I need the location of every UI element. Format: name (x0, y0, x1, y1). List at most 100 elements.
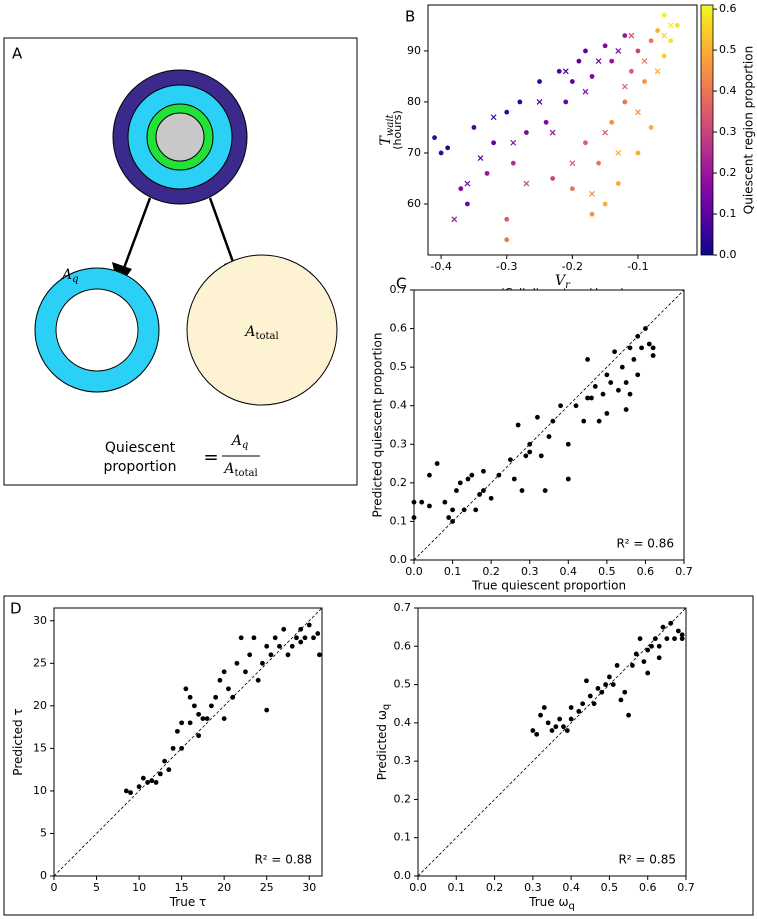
point (562, 68, 569, 75)
point (619, 364, 625, 370)
point (661, 12, 667, 18)
axis-label: Twait (378, 113, 396, 145)
point (587, 693, 593, 699)
point (631, 357, 637, 362)
point (179, 745, 185, 751)
point (535, 414, 540, 420)
point (481, 488, 486, 493)
label-base: V (555, 273, 567, 289)
y-tick-label: 0.0 (390, 553, 408, 566)
point (649, 643, 654, 649)
axis-label: True quiescent proportion (471, 579, 626, 593)
point (238, 635, 244, 641)
point (648, 38, 654, 44)
x-tick-label: 0.3 (524, 881, 542, 894)
point (623, 407, 629, 412)
point (549, 129, 556, 136)
point (454, 488, 459, 493)
r2-annotation: R² = 0.86 (616, 537, 674, 551)
math-sub: q (72, 274, 78, 285)
point (621, 83, 628, 90)
point (461, 507, 467, 513)
point (510, 139, 517, 146)
point (471, 125, 477, 130)
point (504, 216, 510, 222)
axes-frame (427, 4, 698, 256)
panel-label: A (12, 45, 23, 63)
arrow (208, 197, 235, 263)
math-base: A (230, 433, 242, 449)
point (608, 380, 614, 385)
x-tick-label: 25 (260, 881, 274, 894)
point (642, 79, 647, 84)
x-tick-label: -0.2 (562, 260, 583, 273)
point (510, 160, 516, 166)
point (603, 682, 608, 687)
point (550, 418, 556, 424)
point (615, 150, 622, 156)
point (519, 488, 525, 493)
point (294, 635, 299, 641)
x-tick-label: 0 (51, 881, 58, 894)
point (626, 712, 631, 718)
axis-label: Predicted ωq (375, 704, 393, 781)
point (652, 636, 658, 642)
point (660, 624, 666, 630)
point (569, 160, 576, 167)
point (543, 119, 549, 125)
point (628, 68, 634, 74)
point (656, 655, 662, 661)
point (285, 652, 291, 658)
panel-frame (3, 37, 358, 486)
axes-frame (53, 607, 323, 877)
identity-line (413, 289, 685, 561)
point (622, 689, 628, 695)
y-tick-label: 0.2 (390, 476, 408, 489)
point (157, 771, 163, 777)
axis-label: True τ (169, 895, 207, 909)
label-base: Predicted τ (11, 708, 25, 775)
point (538, 453, 544, 459)
y-tick-label: 0.6 (390, 322, 408, 335)
x-tick-label: -0.3 (496, 260, 517, 273)
formula-text: Quiescent (105, 440, 176, 456)
x-tick-label: 0.1 (448, 881, 466, 894)
point (595, 58, 602, 65)
point (508, 457, 513, 463)
point (630, 663, 635, 668)
y-tick-label: 0.6 (394, 639, 412, 652)
point (568, 716, 574, 722)
point (650, 353, 656, 358)
point (667, 22, 674, 29)
label-sub: r (565, 280, 571, 291)
axis-label: Predicted quiescent proportion (371, 333, 385, 518)
point (654, 68, 661, 75)
point (527, 449, 533, 455)
point (419, 499, 425, 505)
point (243, 669, 248, 675)
point (187, 694, 193, 700)
axis-label: Vr (555, 273, 571, 291)
point (610, 682, 616, 687)
point (504, 237, 510, 243)
point (298, 639, 304, 645)
point (668, 38, 674, 44)
point (306, 622, 312, 628)
point (477, 492, 482, 497)
point (524, 130, 529, 135)
point (589, 395, 594, 401)
point (226, 686, 231, 692)
point (450, 519, 455, 524)
formula-numerator: Aq (230, 433, 249, 451)
point (445, 145, 451, 151)
point (277, 643, 282, 649)
point (568, 705, 574, 710)
point (635, 48, 641, 54)
point (584, 678, 589, 684)
point (615, 47, 622, 54)
y-tick-label: 25 (33, 656, 47, 669)
point (609, 119, 615, 125)
y-tick-label: 0 (40, 869, 47, 882)
point (170, 745, 176, 751)
point (255, 677, 261, 683)
